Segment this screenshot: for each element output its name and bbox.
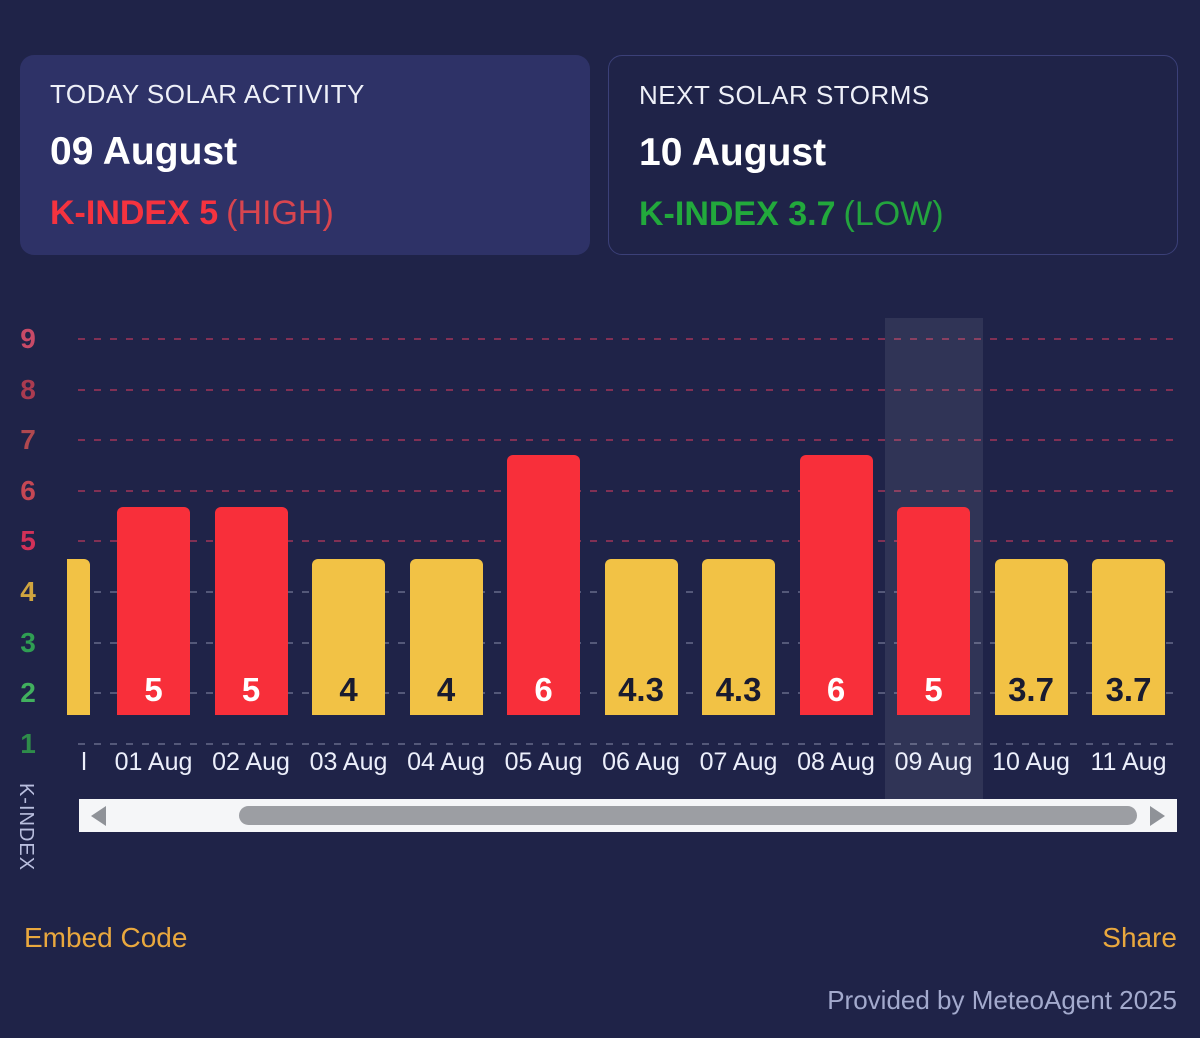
gridline-6 — [78, 489, 1180, 492]
x-tick-label-10-aug: 10 Aug — [992, 748, 1070, 776]
x-tick-label-08-aug: 08 Aug — [797, 748, 875, 776]
scrollbar-thumb[interactable] — [239, 806, 1137, 825]
bar-11-aug: 3.7 — [1092, 559, 1165, 715]
x-tick-label-01-aug: 01 Aug — [114, 748, 193, 776]
summary-cards: TODAY SOLAR ACTIVITY 09 August K-INDEX 5… — [20, 55, 1178, 255]
y-tick-label-5: 5 — [20, 525, 36, 557]
bar-value-label: 3.7 — [1105, 671, 1152, 708]
scrollbar-right-arrow-icon[interactable] — [1150, 806, 1165, 826]
next-kindex-status: (LOW) — [843, 195, 944, 233]
y-tick-label-7: 7 — [20, 424, 36, 456]
bar-06-aug: 4.3 — [604, 559, 678, 715]
bar-partial-leading — [67, 559, 90, 715]
bar-value-label: 4 — [436, 671, 456, 708]
next-card-date: 10 August — [639, 131, 827, 174]
kindex-bar-chart: K-INDEX 9 8 7 6 5 4 3 2 1 l 5 01 Aug 5 02 Aug 4 03 Aug 4… — [0, 300, 1200, 871]
x-tick-label-03-aug: 03 Aug — [309, 748, 388, 776]
bar-value-label: 3.7 — [1008, 671, 1054, 708]
gridline-7 — [78, 439, 1180, 442]
y-axis-title: K-INDEX — [15, 782, 37, 872]
next-solar-storms-card: NEXT SOLAR STORMS 10 August K-INDEX 3.7(… — [608, 55, 1178, 255]
x-tick-label-02-aug: 02 Aug — [212, 748, 290, 776]
bar-05-aug: 6 — [507, 455, 580, 715]
bar-09-aug: 5 — [897, 507, 970, 715]
bar-value-label: 4.3 — [715, 671, 762, 708]
bar-value-label: 4 — [339, 671, 358, 708]
y-tick-label-6: 6 — [20, 474, 36, 506]
gridline-1 — [78, 742, 1180, 745]
today-kindex-status: (HIGH) — [226, 194, 334, 232]
y-tick-label-3: 3 — [20, 626, 36, 658]
x-tick-label-05-aug: 05 Aug — [504, 748, 583, 776]
today-solar-activity-card: TODAY SOLAR ACTIVITY 09 August K-INDEX 5… — [20, 55, 590, 255]
next-kindex-label: K-INDEX 3.7 — [639, 195, 836, 233]
x-tick-label-09-aug: 09 Aug — [894, 748, 973, 776]
today-card-title: TODAY SOLAR ACTIVITY — [50, 79, 365, 109]
gridline-8 — [78, 388, 1180, 391]
bar-07-aug: 4.3 — [702, 559, 775, 715]
gridline-5 — [78, 540, 1180, 543]
y-tick-label-1: 1 — [20, 727, 36, 759]
chart-horizontal-scrollbar[interactable] — [79, 799, 1177, 832]
bar-value-label: 5 — [241, 671, 261, 708]
y-tick-label-4: 4 — [20, 576, 36, 607]
x-tick-label-06-aug: 06 Aug — [602, 748, 680, 776]
bar-08-aug: 6 — [799, 455, 873, 715]
x-tick-label-11-aug: 11 Aug — [1090, 748, 1167, 776]
scrollbar-left-arrow-icon[interactable] — [91, 806, 106, 826]
y-tick-label-2: 2 — [20, 677, 36, 709]
y-tick-label-8: 8 — [20, 373, 36, 405]
today-kindex-value: K-INDEX 5 (HIGH) — [50, 194, 590, 233]
bar-04-aug: 4 — [409, 559, 483, 715]
x-tick-label-04-aug: 04 Aug — [407, 748, 485, 776]
bar-03-aug: 4 — [312, 559, 385, 715]
bar-value-label: 6 — [826, 671, 846, 708]
x-tick-label-07-aug: 07 Aug — [699, 748, 778, 776]
bar-value-label: 5 — [144, 671, 163, 708]
y-tick-label-9: 9 — [20, 323, 36, 354]
bar-01-aug: 5 — [117, 507, 190, 715]
next-kindex-value: K-INDEX 3.7 (LOW) — [639, 195, 1177, 234]
bar-10-aug: 3.7 — [994, 559, 1068, 715]
today-card-date: 09 August — [50, 130, 238, 173]
provider-credit: Provided by MeteoAgent 2025 — [827, 985, 1177, 1015]
bar-value-label: 4.3 — [618, 671, 664, 708]
share-link[interactable]: Share — [1102, 922, 1177, 953]
gridline-9 — [78, 338, 1180, 340]
bar-value-label: 6 — [534, 671, 553, 708]
next-card-title: NEXT SOLAR STORMS — [639, 80, 930, 110]
today-kindex-label: K-INDEX 5 — [50, 194, 219, 232]
embed-code-link[interactable]: Embed Code — [24, 922, 188, 953]
x-tick-label-partial: l — [81, 748, 87, 776]
bar-value-label: 5 — [924, 671, 943, 708]
bar-02-aug: 5 — [214, 507, 288, 715]
